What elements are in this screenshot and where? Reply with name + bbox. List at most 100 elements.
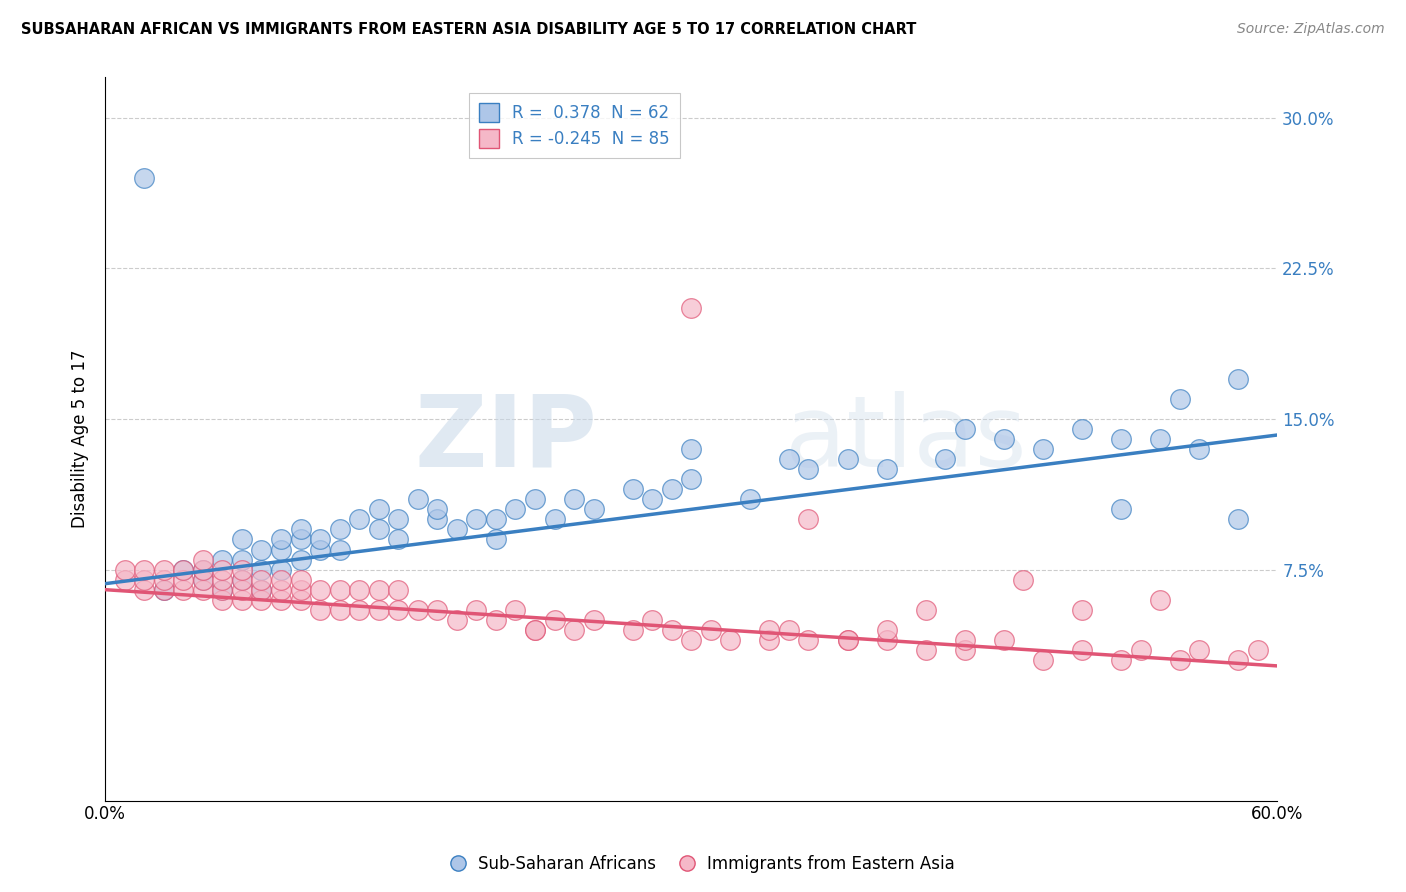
Point — [153, 582, 176, 597]
Point — [191, 573, 214, 587]
Point — [876, 623, 898, 637]
Point — [250, 582, 273, 597]
Point — [250, 592, 273, 607]
Point — [718, 632, 741, 647]
Point — [211, 582, 233, 597]
Point — [270, 542, 292, 557]
Point — [114, 573, 136, 587]
Point — [621, 623, 644, 637]
Point — [778, 623, 800, 637]
Point — [231, 582, 253, 597]
Point — [797, 632, 820, 647]
Point — [270, 573, 292, 587]
Point — [347, 582, 370, 597]
Point — [465, 512, 488, 526]
Point — [153, 582, 176, 597]
Point — [172, 563, 194, 577]
Point — [367, 603, 389, 617]
Point — [250, 573, 273, 587]
Point — [1032, 653, 1054, 667]
Point — [446, 613, 468, 627]
Point — [797, 512, 820, 526]
Text: ZIP: ZIP — [415, 391, 598, 488]
Point — [1188, 643, 1211, 657]
Point — [367, 502, 389, 516]
Point — [797, 462, 820, 476]
Point — [172, 563, 194, 577]
Y-axis label: Disability Age 5 to 17: Disability Age 5 to 17 — [72, 350, 89, 528]
Point — [681, 442, 703, 456]
Point — [406, 492, 429, 507]
Point — [231, 592, 253, 607]
Point — [309, 582, 332, 597]
Point — [134, 573, 156, 587]
Point — [191, 563, 214, 577]
Point — [778, 452, 800, 467]
Point — [1071, 422, 1094, 436]
Point — [114, 563, 136, 577]
Point — [485, 533, 508, 547]
Point — [914, 603, 936, 617]
Point — [191, 563, 214, 577]
Point — [290, 582, 312, 597]
Point — [211, 563, 233, 577]
Point — [309, 603, 332, 617]
Point — [172, 573, 194, 587]
Point — [231, 573, 253, 587]
Point — [1188, 442, 1211, 456]
Point — [485, 512, 508, 526]
Point — [1227, 653, 1250, 667]
Point — [309, 542, 332, 557]
Point — [1109, 502, 1132, 516]
Point — [1168, 653, 1191, 667]
Point — [290, 523, 312, 537]
Point — [485, 613, 508, 627]
Point — [562, 492, 585, 507]
Point — [876, 632, 898, 647]
Point — [134, 563, 156, 577]
Point — [953, 632, 976, 647]
Point — [1227, 512, 1250, 526]
Point — [661, 623, 683, 637]
Point — [700, 623, 723, 637]
Point — [1149, 432, 1171, 446]
Point — [290, 533, 312, 547]
Point — [1247, 643, 1270, 657]
Point — [387, 582, 409, 597]
Point — [329, 582, 352, 597]
Point — [543, 512, 565, 526]
Point — [290, 592, 312, 607]
Point — [1071, 643, 1094, 657]
Point — [934, 452, 956, 467]
Point — [270, 582, 292, 597]
Point — [367, 523, 389, 537]
Text: Source: ZipAtlas.com: Source: ZipAtlas.com — [1237, 22, 1385, 37]
Point — [837, 452, 859, 467]
Point — [134, 170, 156, 185]
Point — [250, 563, 273, 577]
Point — [329, 603, 352, 617]
Point — [191, 573, 214, 587]
Point — [347, 603, 370, 617]
Point — [1032, 442, 1054, 456]
Point — [211, 552, 233, 566]
Point — [191, 552, 214, 566]
Point — [1071, 603, 1094, 617]
Point — [582, 502, 605, 516]
Point — [505, 502, 527, 516]
Point — [387, 512, 409, 526]
Point — [523, 492, 546, 507]
Point — [1149, 592, 1171, 607]
Point — [290, 573, 312, 587]
Point — [329, 523, 352, 537]
Point — [582, 613, 605, 627]
Point — [211, 582, 233, 597]
Point — [250, 542, 273, 557]
Point — [993, 632, 1015, 647]
Legend: R =  0.378  N = 62, R = -0.245  N = 85: R = 0.378 N = 62, R = -0.245 N = 85 — [468, 93, 679, 158]
Point — [914, 643, 936, 657]
Point — [270, 592, 292, 607]
Point — [270, 563, 292, 577]
Point — [1227, 372, 1250, 386]
Point — [523, 623, 546, 637]
